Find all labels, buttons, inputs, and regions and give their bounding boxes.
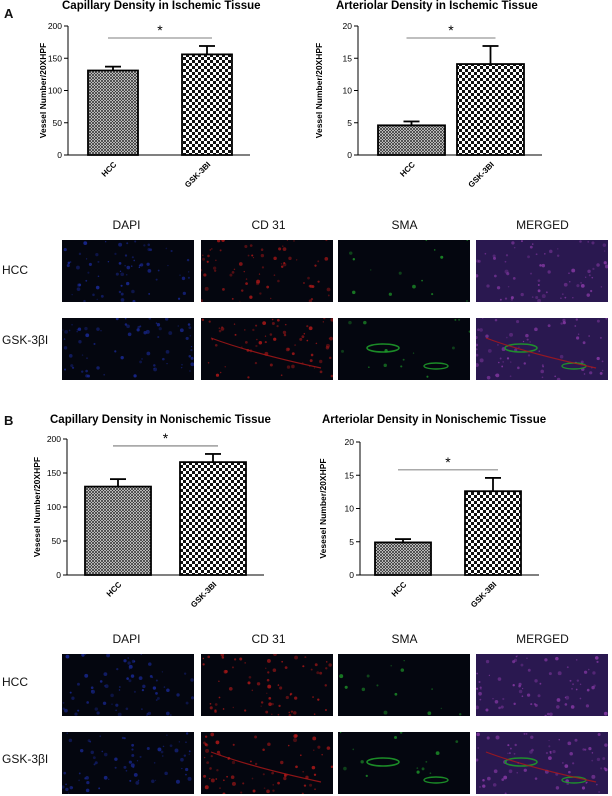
row-head-hcc-b: HCC bbox=[2, 675, 28, 689]
merged-micrograph bbox=[476, 654, 608, 716]
y-axis-label: Vesesel Number/20XHPF bbox=[32, 457, 42, 557]
cd31-micrograph bbox=[201, 654, 333, 716]
row-head-hcc-a: HCC bbox=[2, 263, 28, 277]
chart-title: Arteriolar Density in Ischemic Tissue bbox=[336, 0, 538, 12]
bar-gsk bbox=[181, 53, 233, 156]
y-tick-label: 0 bbox=[347, 150, 352, 160]
dapi-micrograph bbox=[62, 240, 194, 302]
x-tick-label: GSK-3BI bbox=[183, 160, 212, 189]
y-tick-label: 20 bbox=[343, 21, 353, 31]
y-tick-label: 100 bbox=[48, 86, 62, 96]
panel-a-label: A bbox=[4, 6, 14, 21]
bar-hcc bbox=[377, 124, 446, 156]
col-head-sma-b: SMA bbox=[391, 632, 418, 646]
y-tick-label: 150 bbox=[47, 468, 61, 478]
merged-micrograph bbox=[476, 732, 608, 794]
bar-gsk bbox=[456, 63, 525, 156]
dapi-micrograph bbox=[62, 732, 194, 794]
sma-micrograph bbox=[338, 654, 470, 716]
col-head-cd31-b: CD 31 bbox=[251, 632, 286, 646]
x-tick-label: GSK-3BI bbox=[467, 160, 496, 189]
significance-star: * bbox=[163, 430, 169, 446]
y-tick-label: 0 bbox=[57, 150, 62, 160]
y-tick-label: 5 bbox=[349, 537, 354, 547]
significance-star: * bbox=[448, 22, 454, 38]
y-tick-label: 10 bbox=[345, 504, 355, 514]
x-tick-label: GSK-3BI bbox=[189, 580, 218, 609]
capillary-ischemic-chart: Capillary Density in Ischemic Tissue Vess… bbox=[38, 0, 261, 189]
x-tick-label: HCC bbox=[390, 580, 409, 599]
arteriolar-nonischemic-chart: Arteriolar Density in Nonischemic Tissue… bbox=[318, 414, 546, 609]
x-tick-label: HCC bbox=[398, 160, 417, 179]
y-tick-label: 150 bbox=[48, 53, 62, 63]
bar-gsk bbox=[179, 461, 247, 576]
cd31-micrograph bbox=[201, 240, 333, 302]
row-head-gsk-b: GSK-3βI bbox=[2, 752, 49, 766]
col-head-sma-a: SMA bbox=[391, 218, 418, 232]
col-head-merged-a: MERGED bbox=[516, 218, 569, 232]
significance-star: * bbox=[445, 454, 451, 470]
chart-title: Capillary Density in Ischemic Tissue bbox=[62, 0, 261, 12]
merged-micrograph bbox=[476, 240, 608, 302]
arteriolar-ischemic-chart: Arteriolar Density in Ischemic Tissue Ves… bbox=[314, 0, 542, 189]
y-tick-label: 0 bbox=[56, 570, 61, 580]
bar-gsk bbox=[464, 490, 522, 576]
y-tick-label: 15 bbox=[343, 53, 353, 63]
y-tick-label: 0 bbox=[349, 570, 354, 580]
x-tick-label: GSK-3BI bbox=[469, 580, 498, 609]
dapi-micrograph bbox=[62, 654, 194, 716]
y-axis-label: Vesesel Number/20XHPF bbox=[318, 458, 328, 558]
y-tick-label: 5 bbox=[347, 118, 352, 128]
significance-star: * bbox=[157, 22, 163, 38]
col-head-merged-b: MERGED bbox=[516, 632, 569, 646]
col-head-dapi-b: DAPI bbox=[112, 632, 141, 646]
y-tick-label: 10 bbox=[343, 86, 353, 96]
y-tick-label: 50 bbox=[53, 118, 63, 128]
x-tick-label: HCC bbox=[105, 580, 124, 599]
x-tick-label: HCC bbox=[100, 160, 119, 179]
cd31-micrograph bbox=[201, 318, 333, 380]
capillary-nonischemic-chart: Capillary Density in Nonischemic Tissue V… bbox=[32, 414, 271, 609]
bar-hcc bbox=[84, 485, 152, 576]
y-axis-label: Vessel Number/20XHPF bbox=[314, 43, 324, 138]
col-head-dapi-a: DAPI bbox=[112, 218, 141, 232]
sma-micrograph bbox=[338, 732, 470, 794]
chart-title: Arteriolar Density in Nonischemic Tissue bbox=[322, 414, 546, 426]
row-head-gsk-a: GSK-3βI bbox=[2, 333, 49, 347]
bar-hcc bbox=[87, 69, 139, 156]
panel-b-label: B bbox=[4, 413, 14, 428]
bar-hcc bbox=[374, 541, 432, 576]
chart-title: Capillary Density in Nonischemic Tissue bbox=[50, 414, 271, 426]
y-tick-label: 200 bbox=[48, 21, 62, 31]
col-head-cd31-a: CD 31 bbox=[251, 218, 286, 232]
y-axis-label: Vessel Number/20XHPF bbox=[38, 43, 48, 138]
y-tick-label: 50 bbox=[52, 536, 62, 546]
cd31-micrograph bbox=[201, 732, 333, 794]
merged-micrograph bbox=[476, 318, 608, 380]
sma-micrograph bbox=[338, 318, 470, 380]
dapi-micrograph bbox=[62, 318, 194, 380]
sma-micrograph bbox=[338, 240, 470, 302]
y-tick-label: 200 bbox=[47, 434, 61, 444]
y-tick-label: 15 bbox=[345, 470, 355, 480]
y-tick-label: 20 bbox=[345, 437, 355, 447]
y-tick-label: 100 bbox=[47, 502, 61, 512]
